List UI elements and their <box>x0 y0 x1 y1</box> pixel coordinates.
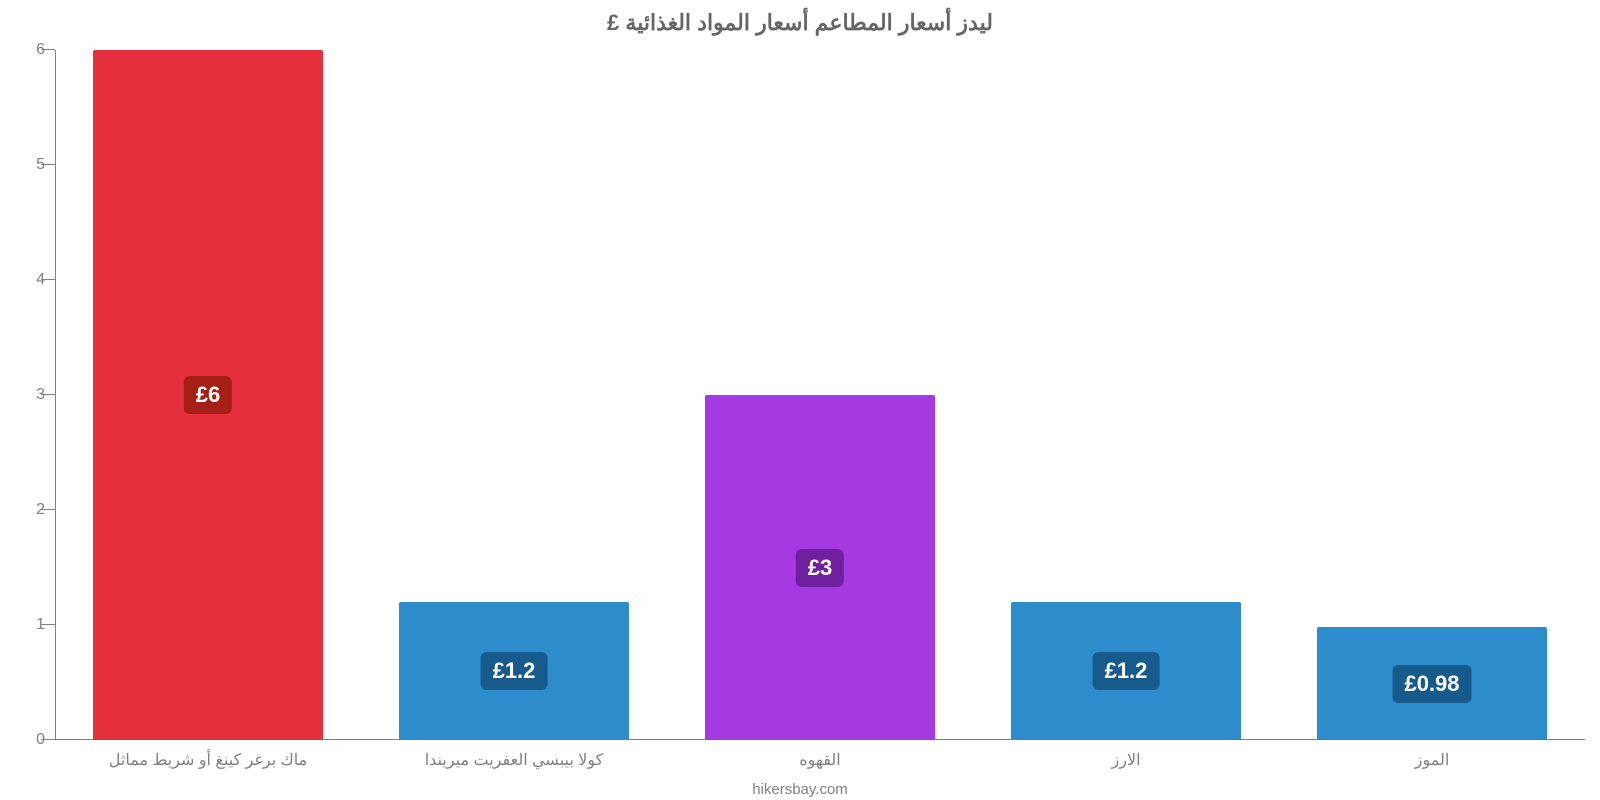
x-tick-label: القهوه <box>667 750 973 770</box>
bar: £1.2 <box>399 602 629 740</box>
y-tick-label: 1 <box>10 616 45 634</box>
y-tick-label: 2 <box>10 501 45 519</box>
bar-value-label: £1.2 <box>1093 652 1160 690</box>
x-tick-label: الارز <box>973 750 1279 770</box>
y-tick-label: 3 <box>10 386 45 404</box>
x-tick-label: الموز <box>1279 750 1585 770</box>
y-tick-label: 0 <box>10 731 45 749</box>
bar: £1.2 <box>1011 602 1241 740</box>
x-tick-label: ماك برغر كينغ أو شريط مماثل <box>55 750 361 770</box>
bar-value-label: £6 <box>184 376 232 414</box>
bar-value-label: £3 <box>796 549 844 587</box>
bar: £6 <box>93 50 323 740</box>
bar-slot: £1.2الارز <box>973 50 1279 740</box>
bar-slot: £3القهوه <box>667 50 973 740</box>
bar-value-label: £1.2 <box>481 652 548 690</box>
bar-value-label: £0.98 <box>1392 665 1471 703</box>
bar: £3 <box>705 395 935 740</box>
chart-plot-area: 0123456 £6ماك برغر كينغ أو شريط مماثل£1.… <box>55 50 1585 740</box>
bar: £0.98 <box>1317 627 1547 740</box>
chart-footer: hikersbay.com <box>0 781 1600 798</box>
chart-title: ليدز أسعار المطاعم أسعار المواد الغذائية… <box>0 10 1600 36</box>
y-tick-label: 5 <box>10 156 45 174</box>
y-tick-label: 6 <box>10 41 45 59</box>
x-tick-label: كولا بيبسي العفريت ميريندا <box>361 750 667 770</box>
bar-slot: £1.2كولا بيبسي العفريت ميريندا <box>361 50 667 740</box>
bar-slot: £0.98الموز <box>1279 50 1585 740</box>
bar-slot: £6ماك برغر كينغ أو شريط مماثل <box>55 50 361 740</box>
y-tick-label: 4 <box>10 271 45 289</box>
